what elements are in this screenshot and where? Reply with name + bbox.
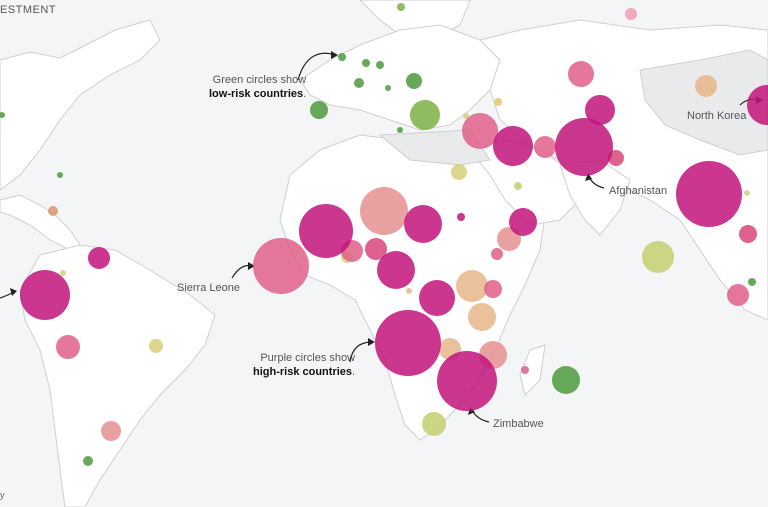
circle-low-risk xyxy=(83,456,93,466)
circle-medium-high xyxy=(521,366,529,374)
circle-medium-high xyxy=(484,280,502,298)
arrowhead-green xyxy=(331,51,338,59)
circle-medium-high xyxy=(253,238,309,294)
green-annotation-line2: low-risk countries. xyxy=(209,87,306,101)
land-shaded-north-africa xyxy=(378,129,491,166)
arrowhead-afghanistan xyxy=(585,173,592,181)
label-afghanistan: Afghanistan xyxy=(609,185,668,197)
circle-low-mid xyxy=(463,113,469,119)
circle-low-risk xyxy=(410,100,440,130)
circle-medium-low xyxy=(48,206,58,216)
circle-medium xyxy=(360,187,408,235)
circle-medium-low xyxy=(406,288,412,294)
circle-low-mid xyxy=(514,182,522,190)
purple-annotation-line1: Purple circles show xyxy=(260,352,356,364)
circle-high-risk xyxy=(404,205,442,243)
land-shaded-china xyxy=(639,49,768,156)
circle-low-mid xyxy=(744,190,750,196)
circle-high-risk xyxy=(585,95,615,125)
land-north-america xyxy=(0,19,161,191)
circle-high-risk xyxy=(457,213,465,221)
circle-low-risk xyxy=(385,85,391,91)
circle-low-risk xyxy=(57,172,63,178)
circle-medium-low xyxy=(456,270,488,302)
circle-low-risk xyxy=(397,127,403,133)
circle-low-risk xyxy=(0,112,5,118)
circle-low-mid xyxy=(494,98,502,106)
circle-low-risk xyxy=(362,59,370,67)
shaded-layer xyxy=(378,49,768,166)
risk-circles xyxy=(0,3,768,466)
circle-low-mid xyxy=(149,339,163,353)
circle-low-risk xyxy=(552,366,580,394)
arrowhead-purple xyxy=(368,338,375,346)
label-sierra-leone: Sierra Leone xyxy=(177,282,240,294)
credit-fragment: y xyxy=(0,490,5,500)
circle-high-risk xyxy=(20,270,70,320)
header-fragment: ESTMENT xyxy=(0,4,57,16)
circle-medium xyxy=(625,8,637,20)
green-annotation-line1: Green circles show xyxy=(212,74,307,86)
circle-medium-high xyxy=(727,284,749,306)
circle-medium-high xyxy=(568,61,594,87)
circle-high-risk xyxy=(299,204,353,258)
circle-low-risk xyxy=(406,73,422,89)
circle-high-risk xyxy=(747,85,768,125)
circle-high-risk xyxy=(88,247,110,269)
land-central-america xyxy=(0,194,81,251)
circle-low-risk xyxy=(354,78,364,88)
circle-medium-high xyxy=(739,225,757,243)
circle-low-mid xyxy=(60,270,66,276)
circle-high-risk xyxy=(676,161,742,227)
circle-medium-high xyxy=(534,136,556,158)
circle-high-risk xyxy=(493,126,533,166)
label-zimbabwe: Zimbabwe xyxy=(493,418,544,430)
circle-high-risk xyxy=(555,118,613,176)
label-north-korea: North Korea xyxy=(687,110,747,122)
circle-high-risk xyxy=(437,351,497,411)
purple-annotation-line2: high-risk countries. xyxy=(253,365,355,379)
green-annotation: Green circles show low-risk countries. xyxy=(209,73,306,101)
circle-low-mid xyxy=(422,412,446,436)
circle-low-risk xyxy=(338,53,346,61)
land-europe xyxy=(299,24,501,131)
circle-medium-low xyxy=(695,75,717,97)
land-south-america xyxy=(19,244,216,507)
circle-high-risk xyxy=(509,208,537,236)
circle-medium-low xyxy=(468,303,496,331)
circle-medium xyxy=(101,421,121,441)
circle-low-mid xyxy=(451,164,467,180)
circle-medium-high xyxy=(462,113,498,149)
green-annotation-period: . xyxy=(303,88,307,100)
purple-annotation: Purple circles show high-risk countries. xyxy=(253,351,355,379)
purple-annotation-emphasis: high-risk countries xyxy=(253,366,353,378)
circle-high-risk xyxy=(377,251,415,289)
green-annotation-emphasis: low-risk countries xyxy=(209,88,304,100)
circle-medium-high xyxy=(491,248,503,260)
arrowhead-left xyxy=(10,288,17,296)
circle-high-risk xyxy=(419,280,455,316)
purple-annotation-period: . xyxy=(352,366,356,378)
circle-low-risk xyxy=(748,278,756,286)
circle-high-risk xyxy=(375,310,441,376)
circle-low-risk xyxy=(397,3,405,11)
circle-medium-high xyxy=(365,238,387,260)
arrowhead-sierra-leone xyxy=(248,262,255,270)
circle-low-mid xyxy=(642,241,674,273)
circle-medium-high xyxy=(56,335,80,359)
circle-low-risk xyxy=(310,101,328,119)
circle-low-risk xyxy=(376,61,384,69)
